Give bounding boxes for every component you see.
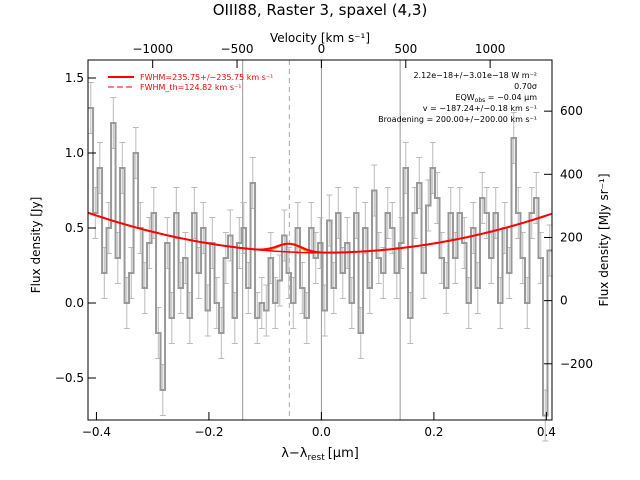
top-tick-label: 0 <box>318 42 326 56</box>
top-tick-label: −1000 <box>132 42 173 56</box>
chart-title: OIII88, Raster 3, spaxel (4,3) <box>213 1 428 19</box>
y-axis-right-label: Flux density [MJy sr⁻¹] <box>597 173 611 306</box>
x-axis-label-main: λ−λ <box>281 446 308 461</box>
yr-tick-label: 0 <box>560 294 568 308</box>
x-axis-label-unit: [μm] <box>328 446 359 461</box>
plot-area: −0.4 −0.2 0.0 0.2 0.4 −1000 −500 0 500 1000 −0.5 0.… <box>55 42 593 442</box>
legend-label: FWHM_th=124.82 km s⁻¹ <box>140 83 241 92</box>
yr-tick-label: 200 <box>560 230 583 244</box>
x-tick-label: 0.0 <box>312 425 331 439</box>
plot-frame <box>87 59 553 421</box>
annotation-eqw: EQWobs = −0.04 μm <box>455 93 537 104</box>
yr-tick-label: −200 <box>560 357 593 371</box>
top-tick-label: −500 <box>221 42 254 56</box>
annotation-broadening: Broadening = 200.00+/−200.00 km s⁻¹ <box>378 115 537 124</box>
y-tick-label: −0.5 <box>55 371 84 385</box>
top-tick-label: 500 <box>394 42 417 56</box>
y-tick-label: 1.5 <box>65 71 84 85</box>
x-axis-label-sub: rest <box>307 453 325 463</box>
top-tick-label: 1000 <box>475 42 506 56</box>
yr-tick-label: 600 <box>560 104 583 118</box>
y-tick-label: 0.0 <box>65 296 84 310</box>
spectrum-line <box>88 107 552 417</box>
x-tick-label: −0.4 <box>82 425 111 439</box>
legend: FWHM=235.75+/−235.75 km s⁻¹FWHM_th=124.8… <box>108 73 273 92</box>
y-tick-label: 1.0 <box>65 146 84 160</box>
x-tick-label: −0.2 <box>194 425 223 439</box>
legend-label: FWHM=235.75+/−235.75 km s⁻¹ <box>140 73 273 82</box>
top-axis-label: Velocity [km s⁻¹] <box>270 31 370 45</box>
x-tick-label: 0.4 <box>537 425 556 439</box>
annotation-flux: 2.12e−18+/−3.01e−18 W m⁻² <box>413 71 537 80</box>
x-tick-label: 0.2 <box>424 425 443 439</box>
yr-tick-label: 400 <box>560 167 583 181</box>
y-axis-left-label: Flux density [Jy] <box>29 197 43 294</box>
fit-annotations: 2.12e−18+/−3.01e−18 W m⁻² 0.70σ EQWobs = −… <box>378 71 537 124</box>
annotation-velocity: v = −187.24+/−0.18 km s⁻¹ <box>423 104 537 113</box>
y-tick-label: 0.5 <box>65 221 84 235</box>
x-axis-label: λ−λrest [μm] <box>281 446 359 463</box>
annotation-significance: 0.70σ <box>514 82 537 91</box>
baseline-curve <box>87 211 553 254</box>
error-bars <box>87 82 553 442</box>
